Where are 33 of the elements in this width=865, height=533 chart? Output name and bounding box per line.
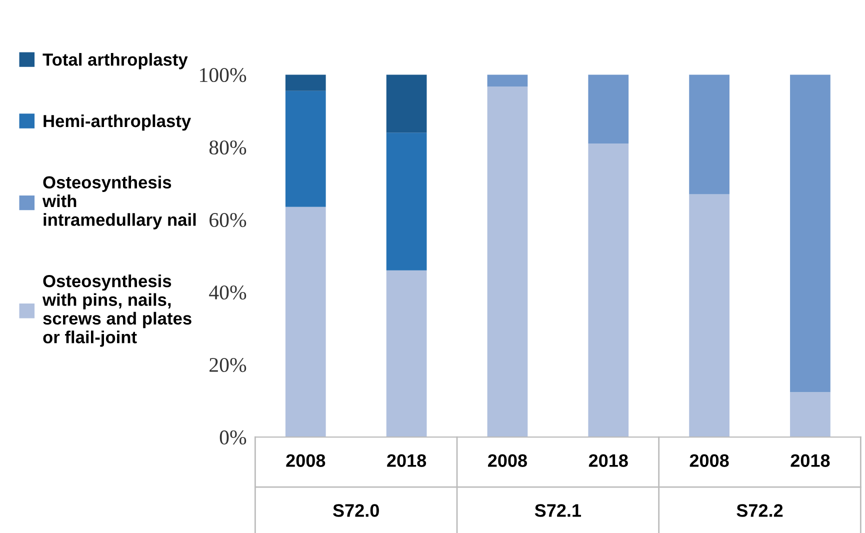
text: S72.2 (736, 504, 783, 517)
bar (285, 74, 326, 91)
bar (386, 74, 427, 133)
y-tick-label: 100% (200, 68, 246, 82)
legend-label: Total arthroplasty (42, 53, 188, 70)
legend-label: Osteosynthesis with intramedullary nail (42, 176, 196, 230)
bar (790, 74, 830, 392)
x-tick-label: 2018 (387, 454, 426, 467)
x-tick-label: 2008 (690, 454, 729, 467)
legend-label: Osteosynthesis with pins, nails, screws and plates or flail-joint (42, 274, 192, 347)
bar (588, 74, 629, 144)
y-tick-label: 40% (209, 285, 246, 300)
legend-label: Hemi-arthroplasty (44, 114, 191, 131)
bar (588, 143, 629, 438)
bar (790, 392, 830, 438)
text: S72.0 (333, 504, 379, 517)
bar (689, 74, 730, 194)
bar (386, 132, 427, 270)
bar (487, 86, 528, 438)
bar (487, 74, 528, 87)
x-tick-label: 2008 (286, 454, 326, 467)
y-tick-label: 0% (220, 430, 246, 445)
x-tick-label: 2018 (790, 454, 830, 467)
bar (285, 90, 326, 207)
bar (285, 206, 326, 438)
x-tick-label: 2018 (588, 454, 628, 467)
bar (386, 270, 427, 438)
y-tick-label: 80% (209, 140, 246, 155)
bar (689, 194, 730, 438)
y-tick-label: 60% (210, 212, 246, 228)
x-tick-label: 2008 (488, 454, 527, 467)
text: S72.1 (534, 504, 582, 517)
y-tick-label: 20% (210, 358, 246, 372)
